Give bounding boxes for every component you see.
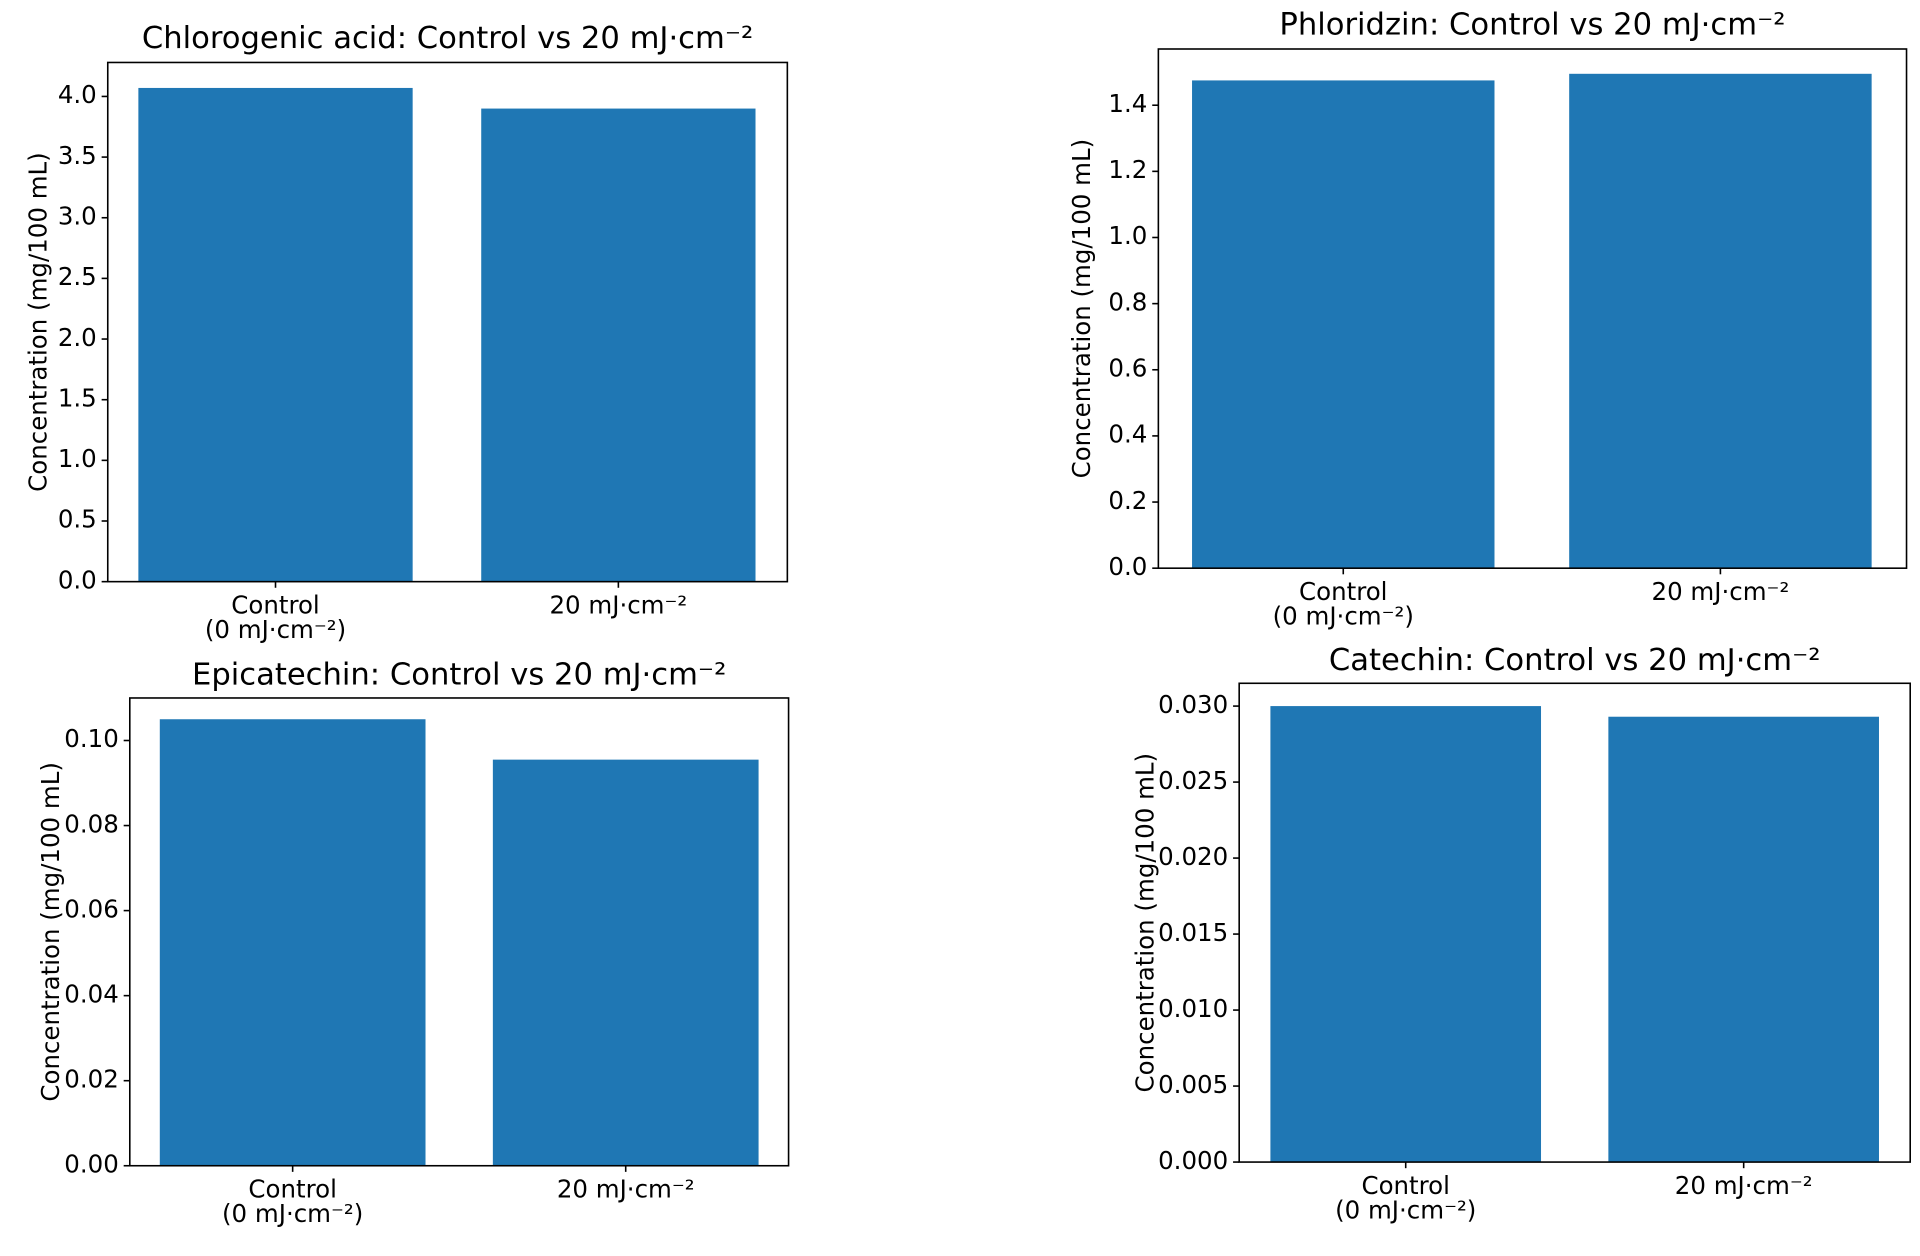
chart-title: Phloridzin: Control vs 20 mJ·cm⁻² [1279,7,1785,42]
x-tick-label: 20 mJ·cm⁻² [1675,1171,1813,1200]
bar-0 [138,87,413,582]
y-tick-label: 0.0 [1108,552,1147,581]
y-tick-label: 0.025 [1158,766,1228,795]
bar-0 [1192,80,1495,569]
y-tick-label: 2.0 [58,323,97,352]
x-tick-label: Control [231,590,319,619]
x-tick-label: (0 mJ·cm⁻²) [1273,602,1414,631]
x-tick-label: Control [1361,1171,1449,1200]
x-tick-label: Control [248,1175,336,1204]
y-tick-label: 0.00 [64,1149,118,1178]
y-tick-label: 1.5 [58,383,97,412]
plot-frame [1157,48,1908,569]
y-tick-label: 0.000 [1158,1146,1228,1175]
chart-title: Catechin: Control vs 20 mJ·cm⁻² [1329,643,1821,678]
y-tick-label: 0.6 [1108,354,1147,383]
y-tick-label: 0.005 [1158,1070,1228,1099]
y-tick-label: 1.4 [1108,89,1147,118]
bar-0 [1270,706,1542,1163]
bar-0 [159,719,426,1166]
y-tick-label: 1.0 [58,444,97,473]
y-tick-label: 0.08 [64,809,118,838]
y-tick-label: 3.0 [58,201,97,230]
bar-1 [492,759,759,1166]
y-tick-label: 0.10 [64,724,118,753]
y-tick-label: 3.5 [58,141,97,170]
bar-1 [1569,73,1872,569]
y-tick-label: 0.0 [58,565,97,594]
x-tick-label: Control [1299,577,1387,606]
x-tick-label: 20 mJ·cm⁻² [557,1175,695,1204]
x-tick-label: (0 mJ·cm⁻²) [1335,1195,1476,1224]
plot-frame [106,61,789,583]
y-tick-label: 0.02 [64,1064,118,1093]
plot-frame [1238,682,1911,1163]
x-tick-label: 20 mJ·cm⁻² [549,590,687,619]
x-tick-label: (0 mJ·cm⁻²) [205,615,346,644]
bar-1 [481,108,756,582]
chart-title: Epicatechin: Control vs 20 mJ·cm⁻² [192,658,726,693]
y-tick-label: 0.020 [1158,842,1228,871]
y-tick-label: 0.030 [1158,690,1228,719]
y-tick-label: 0.8 [1108,287,1147,316]
bar-1 [1608,716,1879,1163]
y-tick-label: 1.0 [1108,221,1147,250]
y-tick-label: 2.5 [58,262,97,291]
chart-title: Chlorogenic acid: Control vs 20 mJ·cm⁻² [142,21,753,56]
y-tick-label: 4.0 [58,80,97,109]
y-axis-label: Concentration (mg/100 mL) [36,762,65,1102]
y-tick-label: 0.06 [64,894,118,923]
x-tick-label: (0 mJ·cm⁻²) [222,1199,363,1228]
y-tick-label: 0.04 [64,979,118,1008]
y-tick-label: 0.5 [58,505,97,534]
y-axis-label: Concentration (mg/100 mL) [1130,753,1159,1093]
y-tick-label: 0.010 [1158,994,1228,1023]
y-tick-label: 1.2 [1108,155,1147,184]
y-axis-label: Concentration (mg/100 mL) [1067,139,1096,479]
x-tick-label: 20 mJ·cm⁻² [1652,577,1790,606]
plot-frame [129,697,790,1167]
y-tick-label: 0.4 [1108,420,1147,449]
y-tick-label: 0.015 [1158,918,1228,947]
y-axis-label: Concentration (mg/100 mL) [24,152,53,492]
y-tick-label: 0.2 [1108,486,1147,515]
